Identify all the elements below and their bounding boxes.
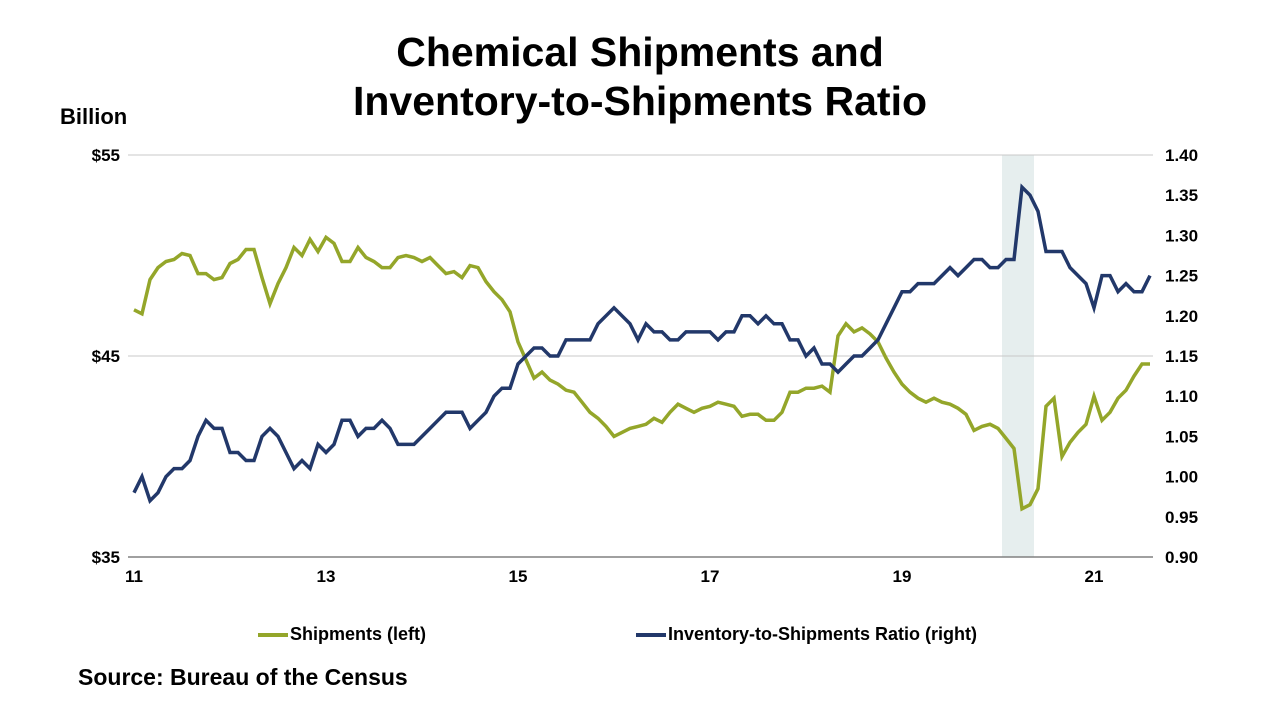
x-tick-label: 15: [509, 567, 528, 586]
x-tick-label: 13: [317, 567, 336, 586]
chart-title-line-2: Inventory-to-Shipments Ratio: [352, 78, 928, 124]
right-tick-label: 1.25: [1165, 267, 1198, 286]
shipments-line: [133, 234, 1150, 512]
right-tick-label: 1.30: [1165, 226, 1198, 245]
chart-title-line-1: Chemical Shipments and: [396, 29, 884, 75]
right-tick-label: 1.00: [1165, 468, 1198, 487]
left-tick-label: $55: [92, 146, 120, 165]
legend-swatch-shipments: [258, 632, 288, 637]
legend-item-shipments: Shipments (left): [258, 624, 426, 645]
right-tick-label: 0.90: [1165, 548, 1198, 567]
right-tick-label: 1.15: [1165, 347, 1198, 366]
legend-label-shipments: Shipments (left): [290, 624, 427, 644]
right-tick-label: 1.05: [1165, 427, 1198, 446]
chart-title: Chemical Shipments and Inventory-to-Ship…: [0, 28, 1280, 126]
left-tick-label: $35: [92, 548, 120, 567]
ratio-line: [132, 183, 1152, 504]
x-tick-label: 17: [701, 567, 720, 586]
right-tick-label: 0.95: [1165, 508, 1198, 527]
x-tick-label: 11: [125, 567, 143, 586]
x-tick-label: 21: [1085, 567, 1104, 586]
legend-swatch-ratio: [636, 632, 666, 637]
left-axis-unit: Billion: [60, 104, 128, 129]
left-tick-label: $45: [92, 347, 120, 366]
source-note: Source: Bureau of the Census: [78, 664, 408, 690]
right-tick-label: 1.40: [1165, 146, 1198, 165]
legend-label-ratio: Inventory-to-Shipments Ratio (right): [668, 624, 977, 644]
x-tick-label: 19: [893, 567, 912, 586]
legend-item-ratio: Inventory-to-Shipments Ratio (right): [636, 624, 977, 645]
right-tick-label: 1.20: [1165, 307, 1198, 326]
right-tick-label: 1.35: [1165, 186, 1198, 205]
right-tick-label: 1.10: [1165, 387, 1198, 406]
